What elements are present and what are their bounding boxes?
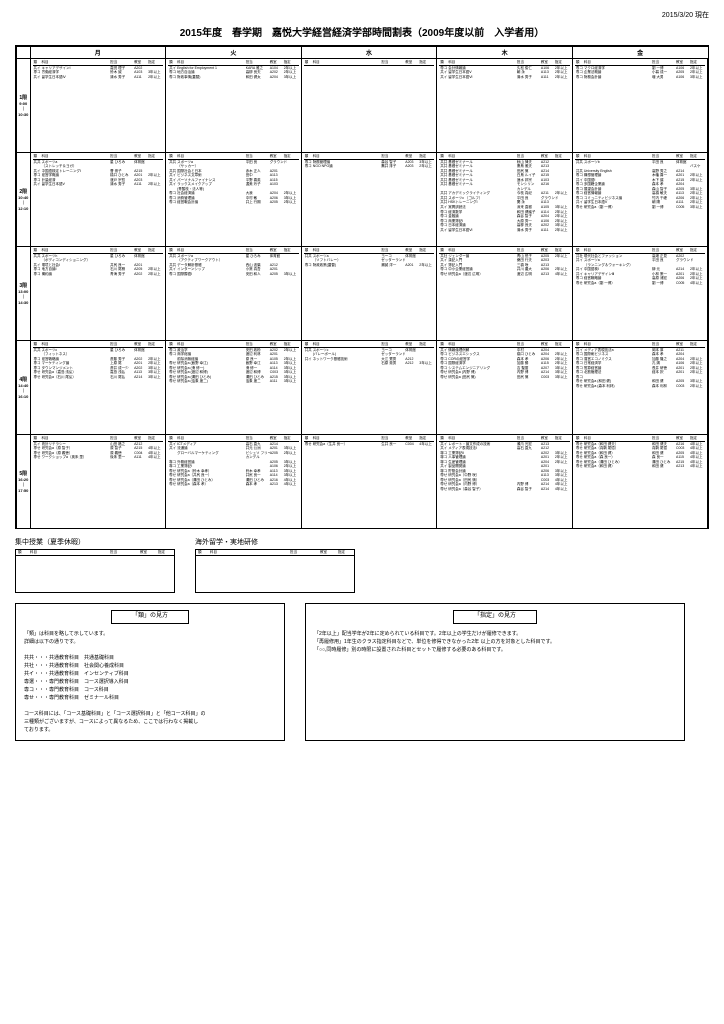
cell-p3-d3: 類科目担当教室指定共イ情報倫理例解中村A204専コビジネスエシックス橋口 ひとみ…: [437, 341, 573, 435]
cell-p0-d0: 類科目担当教室指定共イキャリアデザインⅠ嘉悦 理子A202専コ労働経済学鈴木 誠…: [30, 59, 166, 153]
doc-title: 2015年度 春学期 嘉悦大学経営経済学部時間割表（2009年度以前 入学者用）: [15, 24, 709, 39]
cell-p3-d2: 類科目担当教室指定共共スポーツc(バレーボール)ヨーコゼッターランド体育館共イネ…: [301, 341, 437, 435]
cell-p0-d2: 類科目担当教室指定: [301, 59, 437, 153]
cell-p2-d4: 類科目担当教室指定共社現代社会とファッション高畑 正見A202共イスポーツa（ラ…: [572, 247, 708, 341]
cell-p0-d4: 類科目担当教室指定専コマクロ経済学劉 一博A1062年以上専コ企業法概論小暮 成…: [572, 59, 708, 153]
cell-p4-d2: 類科目担当教室指定専せ研究会a（生井 良一）生井 良一C0044年以上: [301, 435, 437, 529]
note-right: 「指定」の見方 「2年以上」配当学年が2年に定められている科目です。2年以上の学…: [305, 603, 685, 741]
abroad-title: 海外留学・実地研修: [195, 537, 355, 547]
cell-p2-d0: 類科目担当教室指定共共スポーツh（ボディコンディショニング）星 ひろみ体育館共イ…: [30, 247, 166, 341]
cell-p1-d0: 類科目担当教室指定共共スポーツa（ストレッチ＆ヨガ）星 ひろみ体育館共イ中国語検…: [30, 153, 166, 247]
cell-p1-d4: 類科目担当教室指定共共スポーツb平田 良体育館バスケ共共University E…: [572, 153, 708, 247]
doc-date: 2015/3/20 現在: [15, 10, 709, 20]
cell-p1-d2: 類科目担当教室指定専コ財務管理論森谷 智子A2033年以上専コNGO NPO論鷹…: [301, 153, 437, 247]
cell-p0-d3: 類科目担当教室指定専コ会計情報論久松 俊仁A1062年以上共イ留学生日本語Ⅴ朝 …: [437, 59, 573, 153]
cell-p3-d0: 類科目担当教室指定共共スポーツc（フィットネス）星 ひろみ体育館専コ経営戦略論斎…: [30, 341, 166, 435]
cell-p2-d3: 類科目担当教室指定共社ジェンダー論青山 悦子A2052年以上共イ漢記入門桑田 行…: [437, 247, 573, 341]
intensive-title: 集中授業（夏季休暇）: [15, 537, 175, 547]
cell-p2-d2: 類科目担当教室指定共共スポーツa（ソフトバレー）ヨーコゼッターランド体育館専コ財…: [301, 247, 437, 341]
cell-p4-d1: 類科目担当教室指定共イICTメディア高石 直九A214共イ流通論井元 公洲A20…: [166, 435, 302, 529]
timetable: 月 火 水 木 金 1限9:00｜10:30類科目担当教室指定共イキャリアデザイ…: [15, 45, 709, 529]
cell-p4-d0: 類科目担当教室指定共イ統計リテラシー山田 格之A212専せ研究会a（原 智子）原…: [30, 435, 166, 529]
cell-p1-d1: 類科目担当教室指定共共スポーツa（サッカー）平田 良グラウンド共共国際社会と日本…: [166, 153, 302, 247]
cell-p3-d1: 類科目担当教室指定専コ政治学安田 政粉A2022年以上専コ商学総論渡辺 利林A2…: [166, 341, 302, 435]
cell-p4-d4: 類科目担当教室指定専せ研究会a（和田 健夫）和田 健夫A2164年以上専せ研究会…: [572, 435, 708, 529]
cell-p0-d1: 類科目担当教室指定共イEnglish for Employment 1KARA …: [166, 59, 302, 153]
cell-p1-d3: 類科目担当教室指定共共基礎ゼミナール秋山 律夫A212共共基礎ゼミナール妻鳥 雅…: [437, 153, 573, 247]
note-left: 「類」の見方 「類」は科目を略して示しています。詳細は以下の通りです。 共共・・…: [15, 603, 285, 741]
cell-p3-d4: 類科目担当教室指定共イメディア表現技法a岡本 厚A211専コ国際刷ビジネス森本 …: [572, 341, 708, 435]
cell-p2-d1: 類科目担当教室指定共共スポーツa（アクティブワークアウト）星 ひろみ体育館共共デ…: [166, 247, 302, 341]
cell-p4-d3: 類科目担当教室指定共イレポート・論文作成の技術瀬爪 光宏A213共イメディア表現…: [437, 435, 573, 529]
